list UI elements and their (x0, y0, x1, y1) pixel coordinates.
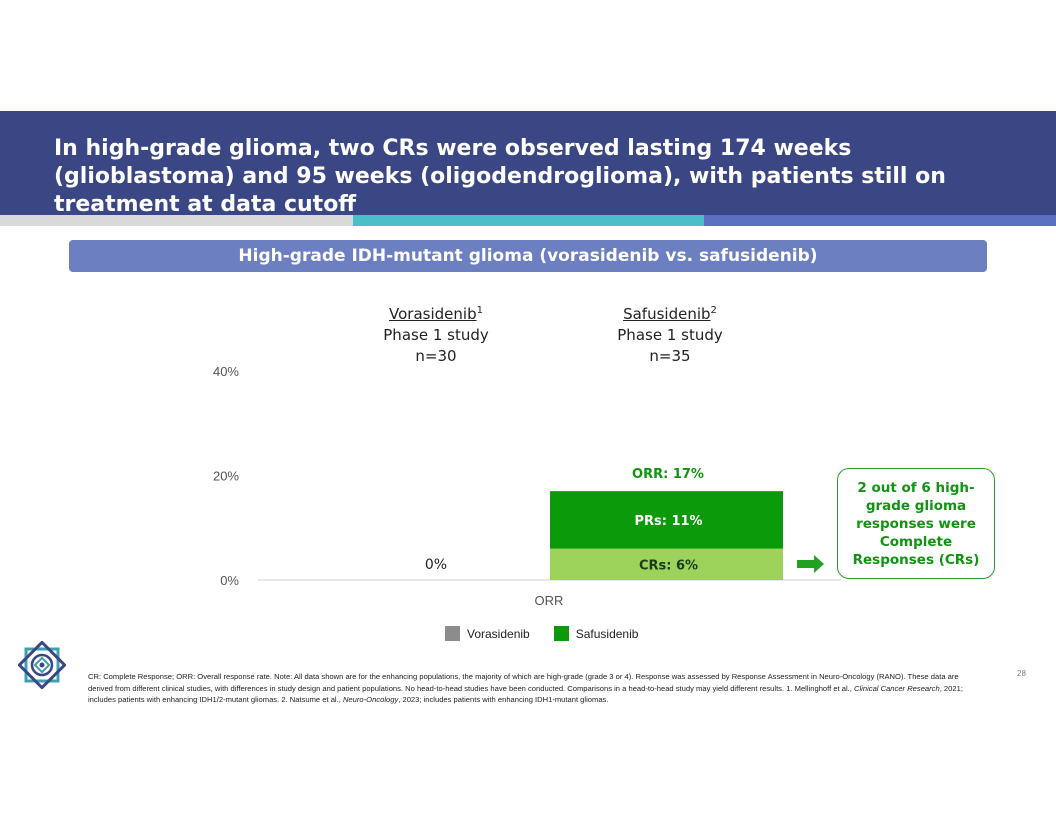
column-n: n=30 (415, 347, 457, 365)
x-tick-label: ORR (535, 593, 564, 608)
title-bar (0, 111, 1056, 215)
column-name: Safusidenib (623, 305, 711, 323)
column-header-safusidenib: Safusidenib2 Phase 1 study n=35 (570, 300, 770, 367)
legend-swatch-safusidenib (553, 626, 569, 641)
chart-legend: Vorasidenib Safusidenib (445, 626, 662, 641)
legend-item-vorasidenib: Vorasidenib (445, 626, 530, 641)
legend-swatch-vorasidenib (445, 626, 460, 641)
right-arrow-icon (797, 555, 824, 573)
section-header: High-grade IDH-mutant glioma (vorasideni… (69, 240, 987, 272)
accent-stripe-teal (353, 215, 704, 226)
column-name: Vorasidenib (389, 305, 477, 323)
bar-segment-safusidenib-cr (550, 548, 783, 580)
data-label-vorasidenib: 0% (425, 557, 447, 573)
ornamental-star-logo-icon (18, 641, 66, 689)
footnote-text-1: CR: Complete Response; ORR: Overall resp… (88, 672, 959, 693)
column-study: Phase 1 study (617, 326, 723, 344)
slide-title: In high-grade glioma, two CRs were obser… (54, 136, 946, 217)
data-label-segment: CRs: 6% (639, 558, 698, 573)
data-label-segment: PRs: 11% (634, 514, 702, 529)
column-header-vorasidenib: Vorasidenib1 Phase 1 study n=30 (336, 300, 536, 367)
accent-stripe-gray (0, 215, 353, 226)
data-label-safusidenib-orr: ORR: 17% (632, 467, 704, 482)
column-sup: 2 (710, 305, 717, 316)
y-tick-label: 40% (213, 364, 239, 379)
legend-item-safusidenib: Safusidenib (553, 626, 639, 641)
footnote-journal-2: Neuro-Oncology (342, 695, 399, 704)
footnote-text-2: , 2021; includes patients with enhancing… (88, 683, 963, 705)
bar-segment-safusidenib-pr (550, 491, 783, 549)
y-tick-label: 0% (220, 573, 239, 588)
cr-callout-box: 2 out of 6 high-grade glioma responses w… (837, 468, 995, 579)
column-n: n=35 (649, 347, 691, 365)
footnote: CR: Complete Response; ORR: Overall resp… (88, 671, 968, 706)
legend-label: Safusidenib (575, 626, 639, 641)
accent-stripe-blue (704, 215, 1056, 226)
column-study: Phase 1 study (383, 326, 489, 344)
page-number: 28 (1017, 669, 1026, 678)
column-sup: 1 (476, 305, 483, 316)
footnote-journal-1: Clinical Cancer Research (854, 683, 940, 693)
y-tick-label: 20% (213, 469, 239, 484)
footnote-text-3: , 2023; includes patients with enhancing… (398, 695, 609, 704)
legend-label: Vorasidenib (467, 626, 530, 641)
